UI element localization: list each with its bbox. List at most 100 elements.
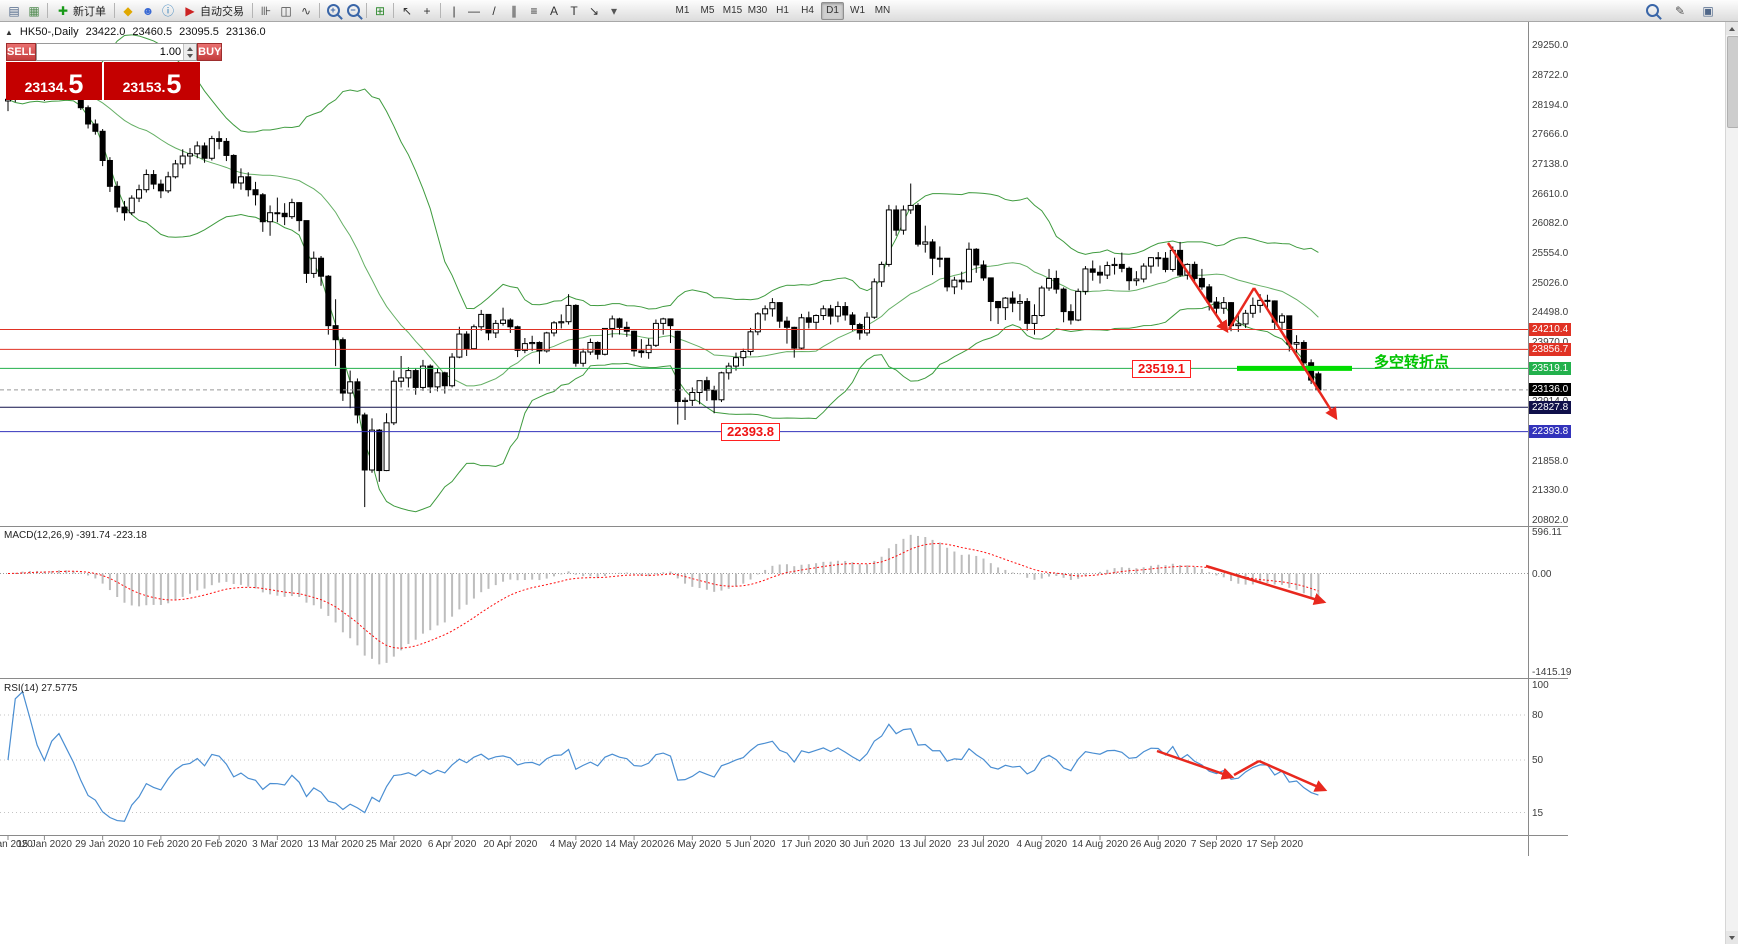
bollinger-bands: [7, 34, 1319, 513]
date-label: 26 Aug 2020: [1130, 839, 1187, 850]
cursor-icon[interactable]: ↖: [401, 3, 413, 18]
vertical-line-icon[interactable]: |: [452, 3, 456, 18]
lower-level-note[interactable]: 22393.8: [721, 423, 780, 441]
price-axis-label: 23970.0: [1532, 337, 1568, 348]
macd-signal-line: [7, 542, 1319, 649]
macd-scale-label: 596.11: [1532, 527, 1562, 538]
horizontal-line-icon[interactable]: —: [468, 3, 480, 18]
profiles-icon[interactable]: ▦: [28, 3, 40, 18]
metaeditor-icon[interactable]: ◆: [123, 3, 133, 18]
date-label: 8 Jan 2020: [0, 839, 33, 850]
symbol-timeframe-label: HK50-,Daily: [19, 26, 79, 38]
text-icon[interactable]: A: [549, 3, 558, 18]
toolbar-separator: [252, 3, 253, 18]
window-scrollbar[interactable]: [1725, 22, 1738, 944]
timeframe-m30[interactable]: M30: [747, 5, 768, 16]
volume-stepper[interactable]: [183, 44, 197, 60]
zoom-out-icon[interactable]: −: [344, 2, 362, 20]
info-icon[interactable]: ⓘ: [161, 4, 174, 18]
price-axis-label: 28722.0: [1532, 70, 1569, 82]
rsi-line: [7, 690, 1319, 822]
date-label: 4 May 2020: [549, 839, 602, 850]
price-axis-label: 24498.0: [1532, 307, 1569, 319]
price-axis-label: 29250.0: [1532, 40, 1569, 52]
price-axis-label: 20802.0: [1532, 515, 1569, 526]
scroll-up-button[interactable]: [1726, 22, 1738, 35]
rsi-label: RSI(14) 27.5775: [4, 683, 78, 694]
new-order-button[interactable]: ✚ 新订单: [51, 2, 111, 20]
macd-scale-label: -1415.19: [1532, 666, 1572, 678]
ide-icon[interactable]: ▣: [1702, 3, 1714, 18]
sell-price-button[interactable]: 23134. 5: [6, 62, 102, 100]
timeframe-h4[interactable]: H4: [801, 5, 814, 16]
date-label: 10 Feb 2020: [132, 839, 189, 850]
support-level-note[interactable]: 23519.1: [1132, 360, 1191, 378]
price-level-chip: 23136.0: [1529, 383, 1572, 397]
community-icon[interactable]: ☻: [141, 3, 155, 18]
date-label: 14 May 2020: [605, 839, 663, 850]
shapes-dropdown-icon[interactable]: ▾: [610, 3, 618, 18]
pane-separator-time-axis: [0, 835, 1568, 836]
toolbar-separator: [319, 3, 320, 18]
candlestick-chart-icon[interactable]: ◫: [280, 3, 292, 18]
trade-panel-toggle-icon[interactable]: ▲: [5, 27, 13, 37]
volume-input[interactable]: [37, 44, 184, 60]
timeframe-h1[interactable]: H1: [776, 5, 789, 16]
zoom-in-icon[interactable]: +: [324, 2, 342, 20]
sell-price-pip: 5: [68, 69, 84, 99]
price-axis-border: [1528, 22, 1529, 856]
tile-windows-icon[interactable]: ⊞: [374, 3, 386, 18]
macd-histogram: [14, 534, 1320, 665]
trade-prices-row: 23134. 5 23153. 5: [6, 62, 200, 100]
chart-ohlc-info: ▲ HK50-,Daily 23422.0 23460.5 23095.5 23…: [5, 26, 266, 38]
timeframe-group: M1 M5 M15 M30 H1 H4 D1 W1 MN: [670, 1, 895, 20]
autotrading-button[interactable]: ▶ 自动交易: [178, 2, 249, 20]
rsi-scale-label: 80: [1532, 710, 1544, 721]
fibonacci-icon[interactable]: ≡: [530, 3, 538, 18]
date-label: 3 Mar 2020: [252, 839, 303, 850]
price-axis-label: 26610.0: [1532, 188, 1569, 200]
buy-button[interactable]: BUY: [197, 43, 223, 61]
scroll-down-icon: [1729, 935, 1735, 940]
autotrading-button-label: 自动交易: [200, 5, 244, 18]
ohlc-low: 23095.5: [179, 26, 219, 38]
timeframe-m1[interactable]: M1: [675, 5, 690, 16]
trendline-icon[interactable]: /: [492, 3, 496, 18]
buy-price-pip: 5: [166, 69, 182, 99]
timeframe-m5[interactable]: M5: [700, 5, 715, 16]
scroll-down-button[interactable]: [1726, 931, 1738, 944]
timeframe-m15[interactable]: M15: [722, 5, 743, 16]
bar-chart-icon[interactable]: ⊪: [260, 3, 272, 18]
channel-icon[interactable]: ∥: [511, 3, 517, 18]
trade-controls-row: SELL BUY: [6, 43, 223, 61]
arrows-tool-icon[interactable]: ↘: [588, 3, 600, 18]
date-label: 13 Mar 2020: [307, 839, 364, 850]
date-label: 25 Mar 2020: [365, 839, 422, 850]
sell-button[interactable]: SELL: [6, 43, 37, 61]
timeframe-mn[interactable]: MN: [874, 5, 891, 16]
buy-price-button[interactable]: 23153. 5: [104, 62, 200, 100]
price-axis-label: 25554.0: [1532, 248, 1569, 260]
line-chart-icon[interactable]: ∿: [300, 3, 312, 18]
timeframe-d1[interactable]: D1: [821, 1, 844, 20]
pane-separator-main-macd[interactable]: [0, 526, 1568, 527]
new-chart-icon[interactable]: ▤: [8, 3, 20, 18]
price-level-chip: 23519.1: [1529, 361, 1572, 375]
date-label: 23 Jul 2020: [957, 839, 1010, 850]
volume-up-icon[interactable]: [187, 46, 194, 51]
turning-point-text[interactable]: 多空转折点: [1374, 354, 1450, 371]
crosshair-icon[interactable]: +: [423, 3, 431, 18]
ohlc-close: 23136.0: [225, 26, 266, 38]
toolbar-separator: [440, 3, 441, 18]
scrollbar-thumb[interactable]: [1727, 36, 1738, 128]
new-order-icon: ✚: [57, 3, 69, 18]
macd-scale-label: 0.00: [1532, 568, 1552, 580]
volume-down-icon[interactable]: [187, 53, 194, 58]
date-label: 5 Jun 2020: [725, 839, 776, 850]
timeframe-w1[interactable]: W1: [850, 5, 865, 16]
pane-separator-macd-rsi[interactable]: [0, 678, 1568, 679]
label-icon[interactable]: T: [570, 3, 578, 18]
search-icon[interactable]: [1643, 2, 1661, 20]
macd-label: MACD(12,26,9) -391.74 -223.18: [4, 530, 147, 541]
edit-icon[interactable]: ✎: [1674, 3, 1686, 18]
